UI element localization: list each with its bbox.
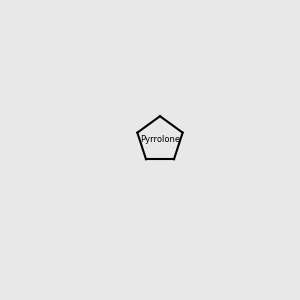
Text: Pyrrolone: Pyrrolone [140, 136, 180, 145]
